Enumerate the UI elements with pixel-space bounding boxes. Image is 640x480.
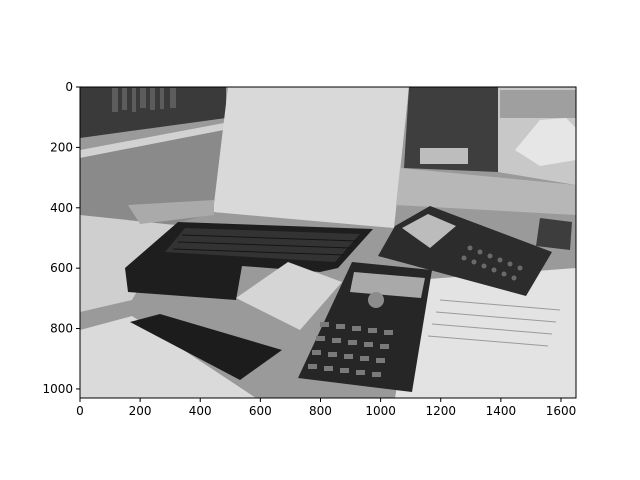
x-tick-label: 1200 bbox=[425, 404, 456, 418]
x-tick-label: 600 bbox=[249, 404, 272, 418]
x-tick-label: 1000 bbox=[365, 404, 396, 418]
y-tick-label: 800 bbox=[50, 322, 73, 336]
y-tick-label: 200 bbox=[50, 140, 73, 154]
y-tick-label: 0 bbox=[65, 80, 73, 94]
y-axis: 0 200 400 600 800 1000 bbox=[42, 80, 80, 396]
y-tick-label: 1000 bbox=[42, 382, 73, 396]
x-tick-label: 1400 bbox=[486, 404, 517, 418]
axes-frame bbox=[79, 86, 577, 399]
x-tick-label: 200 bbox=[129, 404, 152, 418]
x-tick-label: 1600 bbox=[546, 404, 577, 418]
y-tick-label: 600 bbox=[50, 261, 73, 275]
x-axis: 0 200 400 600 800 1000 1200 1400 1600 bbox=[76, 398, 576, 418]
x-tick-label: 800 bbox=[309, 404, 332, 418]
photo-image bbox=[80, 87, 576, 398]
x-tick-label: 400 bbox=[189, 404, 212, 418]
x-tick-label: 0 bbox=[76, 404, 84, 418]
y-tick-label: 400 bbox=[50, 201, 73, 215]
